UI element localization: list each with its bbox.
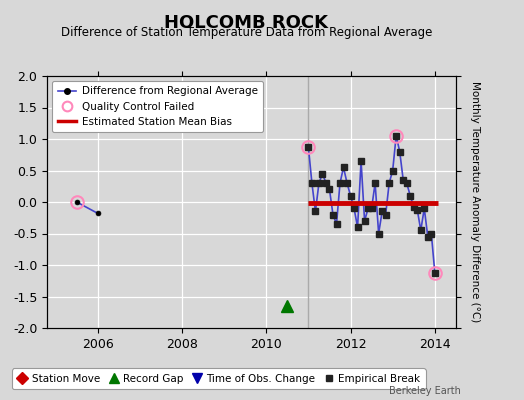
Text: HOLCOMB ROCK: HOLCOMB ROCK — [165, 14, 328, 32]
Y-axis label: Monthly Temperature Anomaly Difference (°C): Monthly Temperature Anomaly Difference (… — [470, 81, 480, 323]
Legend: Station Move, Record Gap, Time of Obs. Change, Empirical Break: Station Move, Record Gap, Time of Obs. C… — [12, 368, 425, 389]
Text: Difference of Station Temperature Data from Regional Average: Difference of Station Temperature Data f… — [61, 26, 432, 39]
Text: Berkeley Earth: Berkeley Earth — [389, 386, 461, 396]
